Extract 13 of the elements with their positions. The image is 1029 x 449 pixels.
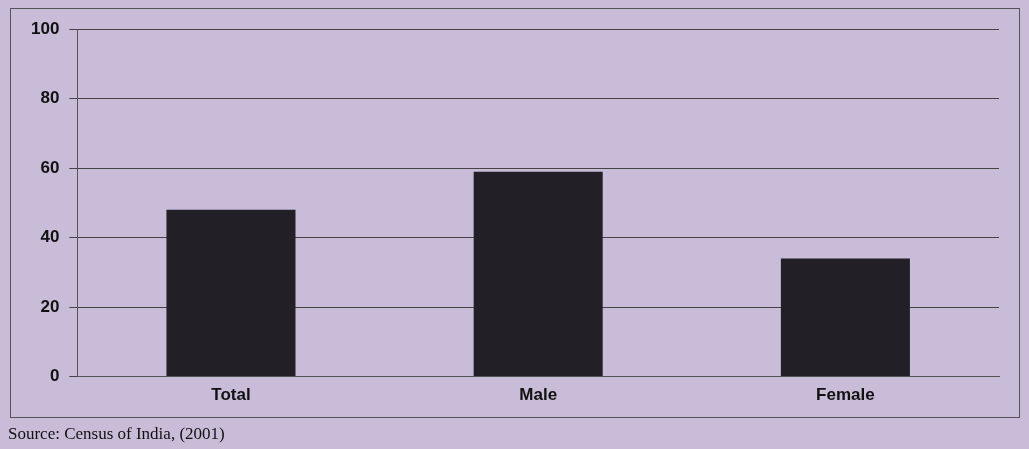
y-tick-label: 20 [40, 296, 60, 316]
y-tick-label: 60 [40, 157, 60, 177]
y-tick-label: 40 [40, 227, 60, 247]
x-tick-label: Total [211, 385, 251, 405]
bar [780, 258, 910, 377]
y-tick-label: 100 [30, 18, 60, 38]
bar [166, 209, 296, 377]
y-tick-label: 0 [49, 366, 60, 386]
x-tick-label: Male [519, 385, 558, 405]
bar [473, 171, 603, 377]
y-tick-label: 80 [40, 88, 60, 108]
x-tick-label: Female [816, 385, 875, 405]
source-note: Source: Census of India, (2001) [8, 424, 225, 444]
